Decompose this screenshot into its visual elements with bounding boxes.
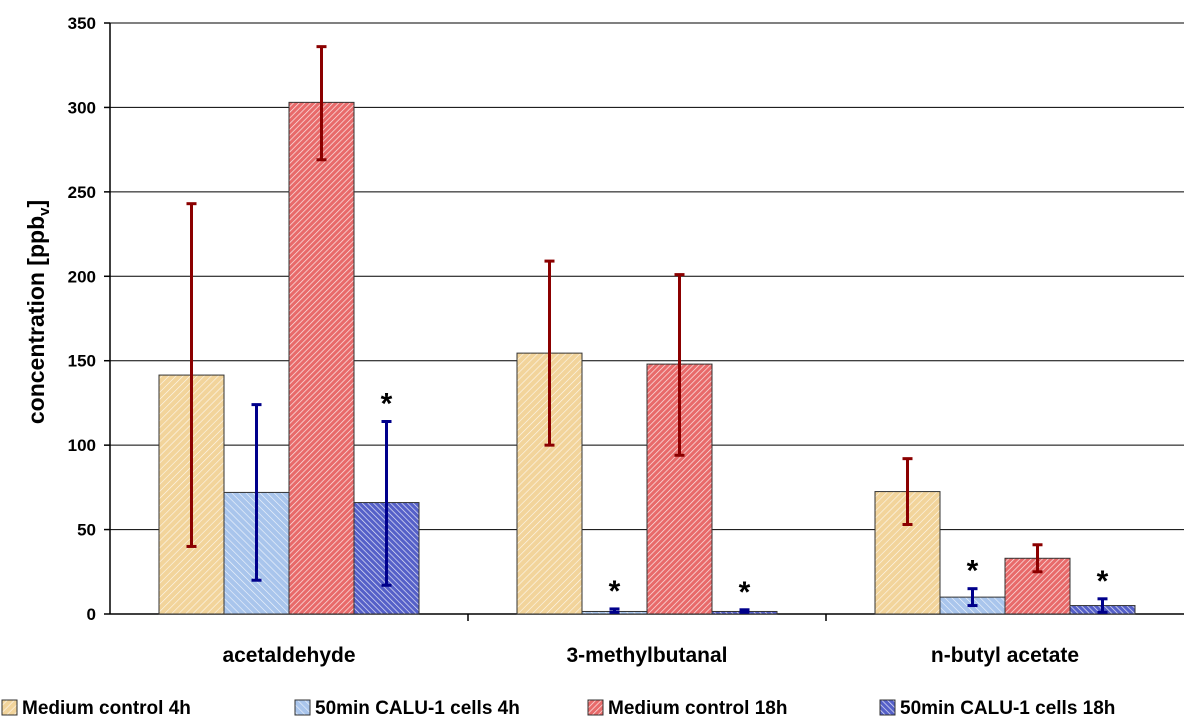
y-axis-label: concentration [ppbv]	[23, 200, 53, 424]
y-axis-unit-sub: v	[36, 207, 53, 216]
y-tick-labels: 0 50 100 150 200 250 300 350	[68, 14, 96, 624]
bars	[158, 101, 1136, 615]
significance-marker: *	[1097, 565, 1109, 598]
y-tick-label: 0	[87, 605, 96, 624]
legend-item: 50min CALU-1 cells 18h	[879, 698, 1115, 719]
legend-item: 50min CALU-1 cells 4h	[294, 698, 520, 719]
y-tick-label: 150	[68, 352, 96, 371]
error-bar	[967, 587, 978, 608]
x-tick-label: 3-methylbutanal	[566, 644, 727, 667]
legend: Medium control 4h 50min CALU-1 cells 4h Me…	[1, 698, 1115, 719]
error-bar	[902, 457, 913, 527]
legend-item: Medium control 18h	[587, 698, 787, 719]
error-bar	[251, 403, 262, 582]
y-tick-label: 350	[68, 14, 96, 33]
legend-swatch	[1, 699, 18, 716]
x-tick-label: acetaldehyde	[222, 644, 355, 667]
error-bar	[1097, 597, 1108, 614]
x-tick-label: n-butyl acetate	[931, 644, 1079, 667]
error-bar	[609, 607, 620, 614]
legend-swatch	[294, 699, 311, 716]
significance-marker: *	[381, 388, 393, 421]
x-tick-labels: acetaldehyde 3-methylbutanal n-butyl aceta…	[222, 644, 1079, 667]
y-tick-label: 50	[77, 521, 96, 540]
legend-label: 50min CALU-1 cells 18h	[900, 698, 1115, 719]
legend-item: Medium control 4h	[1, 698, 191, 719]
y-tick-label: 200	[68, 267, 96, 286]
y-axis-unit: [ppb	[23, 216, 49, 266]
error-bar	[186, 202, 197, 548]
y-tick-label: 300	[68, 98, 96, 117]
legend-label: 50min CALU-1 cells 4h	[315, 698, 520, 719]
error-bar	[739, 608, 750, 614]
y-tick-label: 250	[68, 183, 96, 202]
error-bar	[544, 259, 555, 447]
legend-label: Medium control 4h	[22, 698, 191, 719]
error-bar	[381, 420, 392, 587]
y-axis-label-text: concentration	[23, 272, 49, 424]
y-tick-label: 100	[68, 436, 96, 455]
legend-label: Medium control 18h	[608, 698, 787, 719]
error-bars	[186, 45, 1108, 614]
error-bar	[674, 273, 685, 457]
significance-marker: *	[609, 575, 621, 608]
significance-marker: *	[739, 576, 751, 609]
significance-marker: *	[967, 555, 979, 588]
significance-markers: * * * * *	[381, 388, 1109, 609]
legend-swatch	[587, 699, 604, 716]
svg-text:concentration [ppbv]: concentration [ppbv]	[23, 200, 53, 424]
error-bar	[1032, 543, 1043, 574]
bar	[288, 101, 355, 615]
legend-swatch	[879, 699, 896, 716]
error-bar	[316, 45, 327, 162]
y-axis-unit-close: ]	[23, 200, 49, 208]
